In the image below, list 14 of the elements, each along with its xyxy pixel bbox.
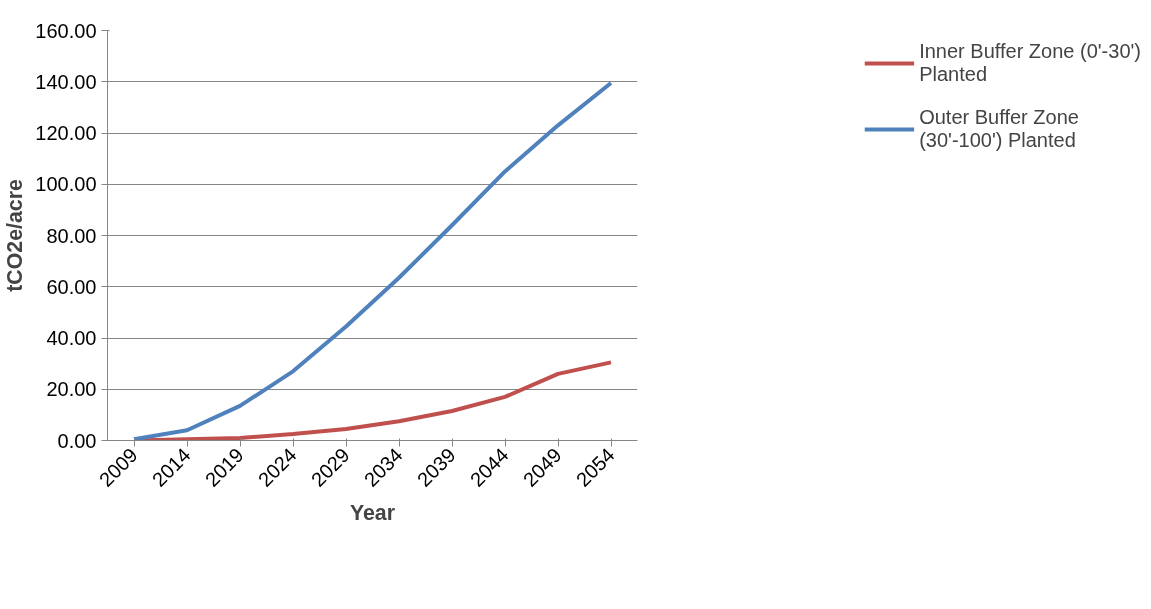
y-tick-label: 80.00 — [46, 224, 97, 247]
y-tick-label: 60.00 — [46, 275, 97, 298]
y-axis-title: tCO2e/acre — [3, 179, 28, 292]
y-tick-label: 160.00 — [35, 19, 97, 42]
y-tick-label: 100.00 — [35, 173, 97, 196]
x-axis-title: Year — [349, 500, 396, 525]
y-tick-label: 40.00 — [46, 327, 97, 349]
line-series — [132, 81, 613, 441]
y-tick-label: 120.00 — [35, 122, 97, 144]
legend-label: Outer Buffer Zone (30'-100') Planted — [919, 106, 1079, 152]
y-tick-label: 0.00 — [57, 429, 97, 452]
y-tick-label: 140.00 — [35, 70, 97, 93]
legend-label: Inner Buffer Zone (0'-30') Planted — [919, 40, 1141, 86]
y-tick-label: 20.00 — [46, 378, 97, 401]
